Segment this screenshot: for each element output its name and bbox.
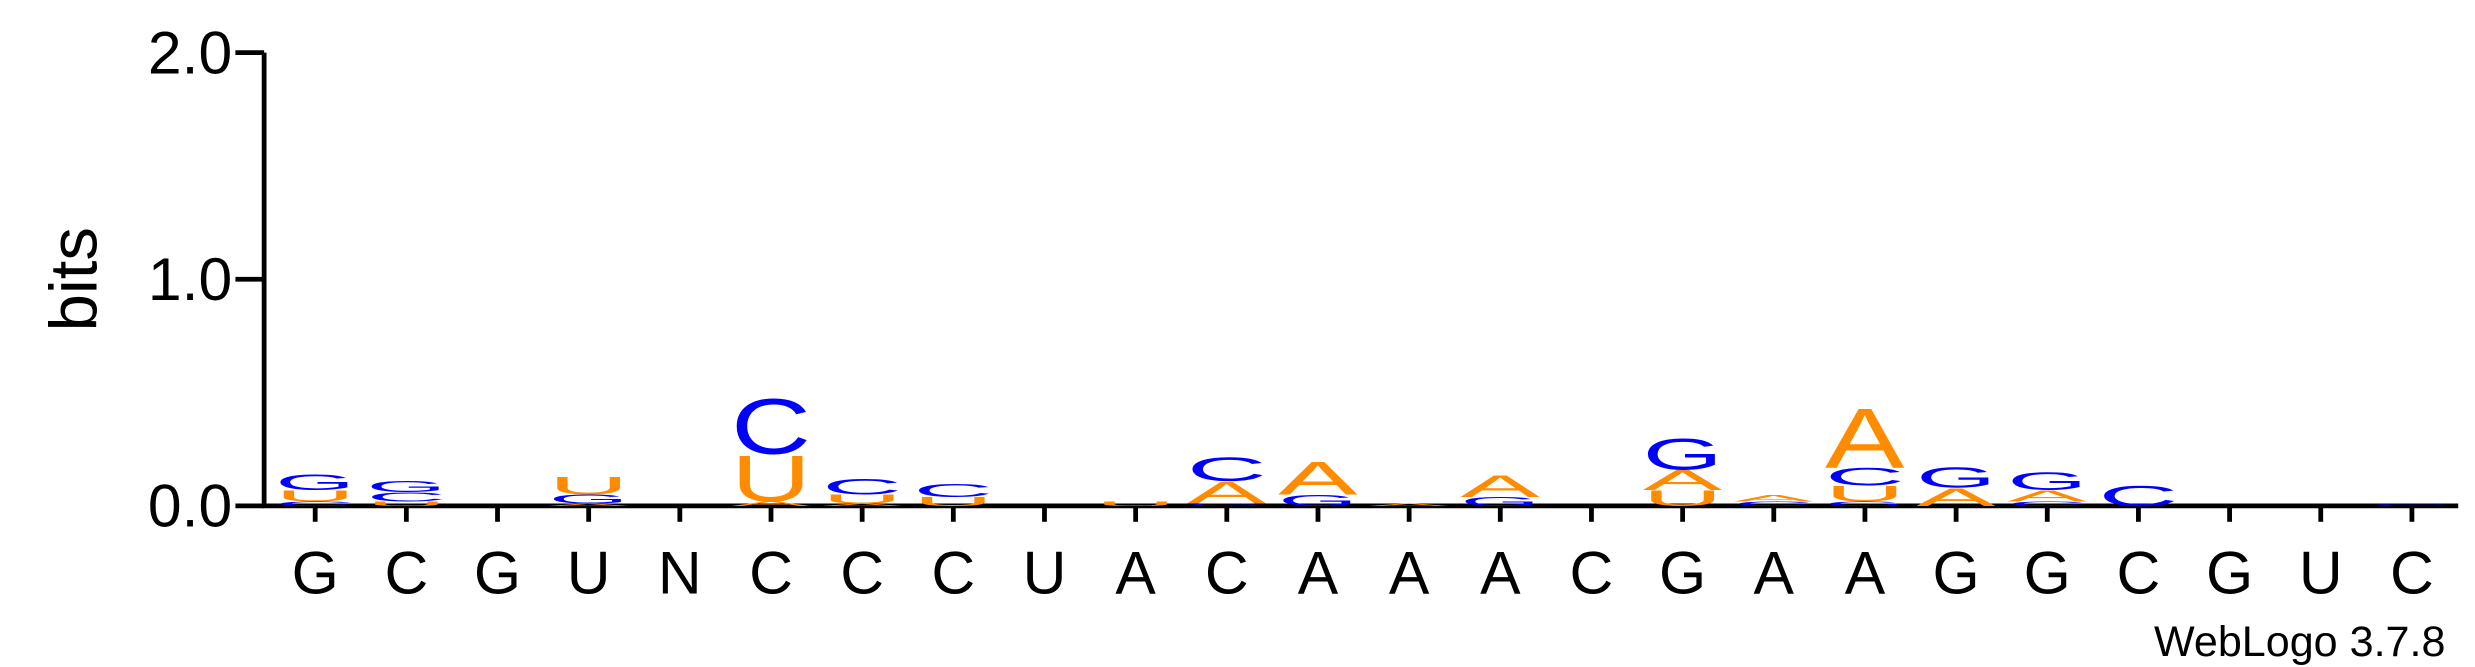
logo-letter: U: [1643, 486, 1723, 511]
logo-letter: G: [1278, 492, 1358, 510]
x-tick-label: G: [292, 539, 339, 607]
logo-letter: C: [2099, 481, 2179, 513]
x-tick-label: G: [2206, 539, 2253, 607]
x-tick-label: G: [1933, 539, 1980, 607]
logo-letter: A: [1643, 465, 1723, 496]
logo-letter: A: [1825, 390, 1904, 485]
logo-letter: A: [549, 503, 628, 507]
logo-letter: G: [1187, 503, 1267, 507]
logo-letter: C: [913, 480, 993, 501]
logo-letter: U: [1096, 500, 1176, 507]
logo-letter: G: [1643, 430, 1723, 479]
logo-letter: C: [2007, 500, 2087, 507]
x-tick-label: A: [1754, 539, 1795, 607]
x-tick-label: C: [1570, 539, 1614, 607]
logo-letter: U: [275, 487, 355, 505]
logo-letter: A: [731, 500, 811, 507]
logo-letter: A: [1278, 452, 1358, 505]
x-tick-label: U: [2299, 539, 2343, 607]
x-tick-label: G: [1659, 539, 1706, 607]
logo-letter: A: [1187, 475, 1266, 510]
y-tick-label: 0.0: [148, 472, 232, 540]
logo-letter: G: [366, 478, 446, 496]
x-tick-label: U: [1023, 539, 1067, 607]
x-tick-label: A: [1389, 539, 1430, 607]
attribution: WebLogo 3.7.8: [2154, 618, 2445, 666]
logo-letter: U: [822, 492, 902, 506]
logo-letter: U: [1825, 481, 1905, 506]
logo-letter: G: [549, 492, 629, 506]
x-tick-label: C: [1205, 539, 1249, 607]
logo-letter: A: [1916, 483, 1996, 511]
logo-letter: C: [731, 383, 811, 471]
y-axis-label: bits: [37, 227, 112, 331]
logo-letter: A: [822, 503, 901, 507]
logo-letter: C: [1825, 463, 1905, 491]
x-tick-label: C: [840, 539, 884, 607]
logo-letter: C: [275, 500, 355, 507]
logo-letter: A: [1734, 493, 1814, 504]
logo-letter: U: [366, 500, 446, 507]
x-tick-label: U: [567, 539, 611, 607]
x-tick-label: A: [1480, 539, 1521, 607]
logo-letter: A: [2007, 487, 2087, 505]
y-tick-label: 2.0: [148, 18, 232, 86]
logo-letter: C: [1187, 450, 1267, 488]
logo-letter: U: [731, 442, 811, 515]
x-tick-label: A: [1845, 539, 1886, 607]
x-tick-label: N: [658, 539, 702, 607]
x-tick-label: C: [2117, 539, 2161, 607]
logo-letter: C: [366, 490, 446, 504]
x-tick-label: C: [749, 539, 793, 607]
logo-letter: G: [1916, 462, 1996, 494]
logo-letter: A: [1460, 469, 1539, 504]
logo-letter: U: [549, 472, 629, 500]
logo-letter: C: [822, 475, 902, 500]
x-tick-label: A: [1115, 539, 1156, 607]
logo-letter: A: [1369, 503, 1448, 507]
y-tick-label: 1.0: [148, 245, 232, 313]
logo-letter: C: [2372, 503, 2452, 507]
x-tick-label: G: [474, 539, 521, 607]
logo-letter: U: [913, 494, 993, 508]
x-tick-label: A: [1298, 539, 1339, 607]
logo-letter: C: [1734, 500, 1814, 507]
x-tick-label: C: [931, 539, 975, 607]
logo-letter: G: [275, 470, 355, 495]
x-tick-label: C: [2390, 539, 2434, 607]
logo-letter: G: [1460, 495, 1540, 509]
logo-letter: G: [1825, 500, 1905, 507]
x-tick-label: C: [384, 539, 428, 607]
x-tick-label: G: [2024, 539, 2071, 607]
logo-letter: G: [2007, 467, 2087, 495]
